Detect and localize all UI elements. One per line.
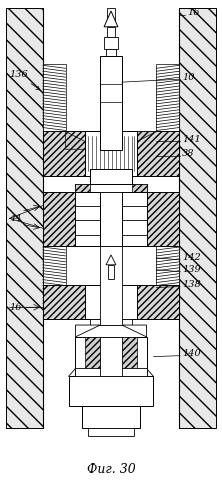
Text: 10: 10: [182, 73, 195, 82]
Bar: [6, 8, 43, 428]
Bar: [90, 319, 132, 325]
Polygon shape: [104, 11, 118, 27]
Bar: [75, 337, 147, 376]
Polygon shape: [122, 325, 147, 337]
Bar: [108, 265, 114, 278]
Bar: [69, 376, 153, 406]
Bar: [107, 8, 115, 26]
Bar: [100, 56, 122, 150]
Text: Фиг. 30: Фиг. 30: [87, 463, 135, 476]
Bar: [122, 131, 179, 176]
Bar: [100, 246, 122, 325]
Bar: [107, 27, 115, 37]
Text: 142: 142: [182, 253, 201, 262]
Bar: [43, 192, 115, 246]
Text: 16: 16: [187, 8, 200, 17]
Bar: [106, 48, 116, 56]
Bar: [100, 337, 122, 376]
Polygon shape: [65, 131, 100, 149]
Bar: [85, 131, 137, 176]
Bar: [90, 169, 132, 184]
Bar: [75, 184, 147, 192]
Bar: [107, 192, 179, 246]
Bar: [85, 337, 137, 376]
Bar: [104, 37, 118, 48]
Text: 139: 139: [182, 265, 201, 274]
Bar: [85, 284, 137, 319]
Bar: [88, 428, 134, 436]
Bar: [179, 8, 216, 428]
Bar: [100, 192, 122, 246]
Text: 140: 140: [182, 349, 201, 358]
Text: 44: 44: [9, 214, 22, 223]
Bar: [43, 64, 65, 131]
Polygon shape: [122, 131, 157, 149]
Text: 16: 16: [9, 303, 22, 312]
Bar: [157, 246, 179, 310]
Text: 136: 136: [9, 70, 40, 90]
Bar: [122, 284, 179, 319]
Bar: [157, 64, 179, 131]
Polygon shape: [106, 255, 116, 265]
Text: 138: 138: [182, 280, 201, 289]
Bar: [132, 184, 147, 192]
Bar: [43, 131, 100, 176]
Polygon shape: [75, 325, 100, 337]
Text: 141: 141: [182, 135, 201, 144]
Bar: [75, 192, 147, 246]
Bar: [82, 406, 140, 428]
Text: 38: 38: [182, 149, 195, 158]
Bar: [75, 369, 147, 376]
Bar: [43, 284, 100, 319]
Bar: [43, 246, 65, 310]
Bar: [75, 184, 90, 192]
